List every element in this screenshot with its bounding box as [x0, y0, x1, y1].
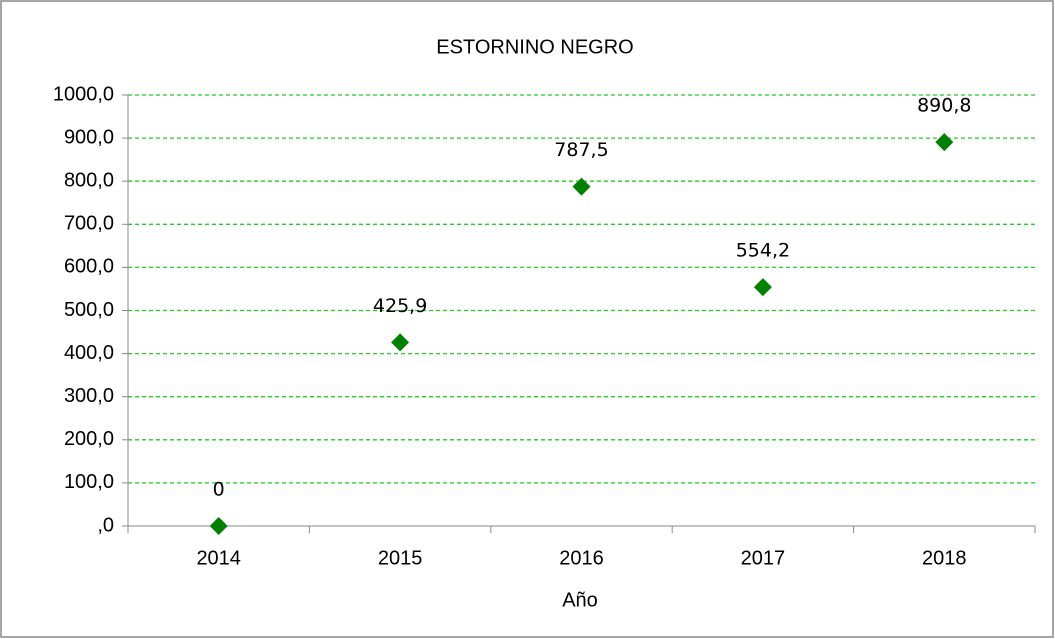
x-tick-label: 2014: [196, 547, 241, 569]
x-tick-label: 2015: [378, 547, 423, 569]
y-tick-label: 800,0: [64, 169, 114, 191]
y-tick-label: 1000,0: [53, 83, 114, 105]
data-label: 787,5: [554, 139, 608, 161]
x-tick-label: 2018: [922, 547, 967, 569]
y-tick-label: 500,0: [64, 299, 114, 321]
data-label: 0: [213, 479, 225, 501]
data-label: 554,2: [736, 240, 790, 262]
y-tick-label: 900,0: [64, 126, 114, 148]
marker: [391, 333, 410, 352]
x-tick-label: 2016: [559, 547, 604, 569]
x-tick-label: 2017: [741, 547, 786, 569]
y-tick-label: 600,0: [64, 256, 114, 278]
y-tick-label: 200,0: [64, 428, 114, 450]
y-tick-label: 300,0: [64, 385, 114, 407]
chart-title: ESTORNINO NEGRO: [436, 36, 633, 58]
y-tick-label: 400,0: [64, 342, 114, 364]
y-tick-label: ,0: [97, 514, 114, 536]
y-tick-label: 700,0: [64, 213, 114, 235]
marker: [753, 278, 772, 297]
marker: [572, 177, 591, 196]
y-tick-label: 100,0: [64, 471, 114, 493]
data-label: 425,9: [373, 295, 427, 317]
data-label: 890,8: [917, 95, 971, 117]
marker: [209, 517, 228, 535]
x-axis-label: Año: [562, 589, 598, 611]
marker: [935, 133, 954, 152]
